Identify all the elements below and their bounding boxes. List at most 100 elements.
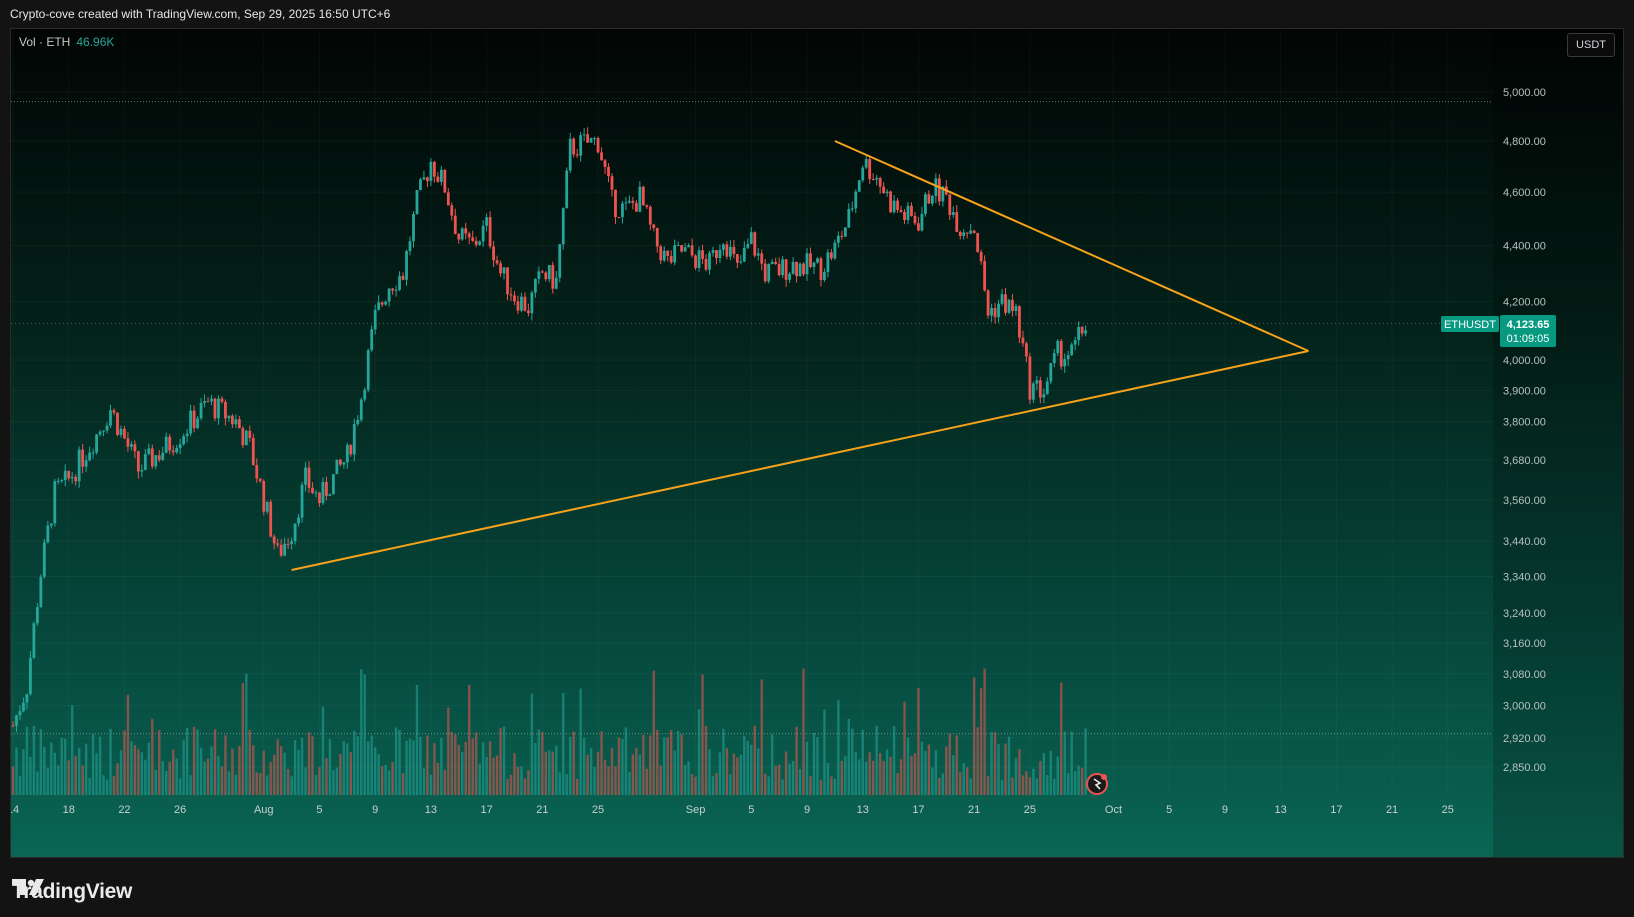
volume-bar — [865, 761, 868, 795]
volume-bar — [53, 752, 56, 795]
candle-body — [74, 476, 78, 482]
volume-bar — [506, 778, 509, 795]
price-tick-label: 3,340.00 — [1503, 571, 1546, 583]
candle-body — [29, 657, 32, 695]
candle-body — [412, 214, 415, 242]
volume-bar — [300, 737, 304, 795]
candle-body — [1000, 294, 1004, 304]
candle-body — [248, 430, 252, 438]
candle-body — [217, 398, 220, 419]
volume-bar — [238, 745, 241, 795]
trendline-1[interactable] — [834, 140, 1309, 352]
candle-body — [847, 209, 851, 228]
candle-body — [513, 295, 516, 302]
candle-body — [676, 245, 680, 247]
candle-body — [227, 415, 231, 419]
volume-bar — [415, 684, 419, 795]
volume-bar — [137, 749, 140, 795]
candle-body — [697, 250, 701, 268]
volume-bar — [499, 728, 502, 795]
volume-bar — [346, 743, 349, 795]
candle-body — [234, 419, 238, 425]
candle-body — [711, 250, 715, 253]
candle-body — [265, 501, 269, 512]
volume-bar — [203, 761, 206, 795]
volume-bar — [105, 779, 109, 795]
volume-bar — [210, 746, 213, 795]
chart-area[interactable]: 5,000.00 4,800.00 4,600.00 4,400.00 4,200.00… — [10, 28, 1624, 858]
volume-bar — [847, 718, 850, 795]
candle-body — [98, 431, 102, 435]
volume-bar — [1080, 767, 1084, 795]
candle-body — [708, 252, 711, 270]
replay-icon[interactable] — [1086, 773, 1108, 795]
candle-body — [182, 436, 186, 445]
volume-bar — [286, 768, 290, 795]
candle-body — [269, 501, 273, 537]
candle-body — [297, 517, 300, 524]
volume-bar — [248, 729, 252, 795]
volume-bar — [199, 747, 203, 795]
candle-body — [1025, 343, 1028, 357]
volume-bar — [993, 732, 997, 795]
volume-bar — [440, 738, 443, 795]
time-tick-label: 9 — [1222, 804, 1228, 816]
candle-body — [690, 245, 694, 256]
price-chart[interactable]: 5,000.00 4,800.00 4,600.00 4,400.00 4,200.00… — [11, 29, 1624, 858]
candle-body — [116, 412, 119, 435]
candle-body — [391, 288, 394, 291]
volume-bar — [88, 777, 91, 795]
time-tick-label: 13 — [425, 804, 437, 816]
volume-bar — [764, 773, 767, 795]
volume-bars — [11, 668, 1087, 795]
volume-bar — [541, 731, 544, 795]
volume-bar — [537, 729, 541, 795]
candle-body — [154, 455, 158, 467]
candle-body — [805, 253, 809, 275]
candle-body — [272, 536, 276, 544]
volume-bar — [861, 730, 864, 795]
volume-bar — [266, 775, 269, 795]
candle-body — [628, 200, 631, 203]
candle-body — [502, 267, 506, 274]
candle-body — [311, 487, 314, 493]
volume-bar — [669, 730, 673, 795]
candle-body — [816, 258, 819, 263]
volume-bar — [95, 753, 98, 795]
candle-body — [241, 428, 245, 446]
candle-body — [638, 186, 642, 212]
volume-bar — [384, 764, 387, 795]
volume-bar — [1084, 728, 1087, 795]
candle-body — [150, 448, 154, 467]
candle-body — [614, 189, 617, 218]
candle-body — [331, 474, 335, 495]
candle-body — [35, 607, 39, 624]
trendline-0[interactable] — [291, 350, 1309, 572]
volume-bar — [551, 751, 554, 795]
volume-bar — [461, 751, 464, 795]
candle-body — [81, 449, 85, 467]
volume-bar — [631, 754, 635, 795]
candle-body — [192, 410, 196, 429]
volume-bar — [868, 752, 871, 795]
candle-body — [119, 428, 123, 435]
tradingview-logo[interactable]: TradingView — [12, 877, 132, 907]
candle-body — [739, 261, 743, 263]
candle-body — [426, 177, 429, 182]
candle-body — [488, 217, 492, 247]
currency-button[interactable]: USDT — [1567, 33, 1615, 57]
volume-bar — [304, 767, 307, 795]
candle-body — [175, 447, 179, 453]
volume-bar — [1056, 756, 1059, 795]
volume-bar — [962, 762, 965, 795]
candle-body — [401, 275, 405, 280]
candle-body — [359, 399, 363, 420]
volume-bar — [757, 748, 760, 795]
candle-body — [279, 544, 283, 556]
volume-bar — [165, 771, 168, 795]
candle-body — [398, 275, 401, 290]
symbol-tag-text: ETHUSDT — [1444, 319, 1496, 331]
volume-bar — [495, 755, 499, 795]
volume-bar — [25, 726, 29, 795]
candle-body — [955, 212, 959, 232]
